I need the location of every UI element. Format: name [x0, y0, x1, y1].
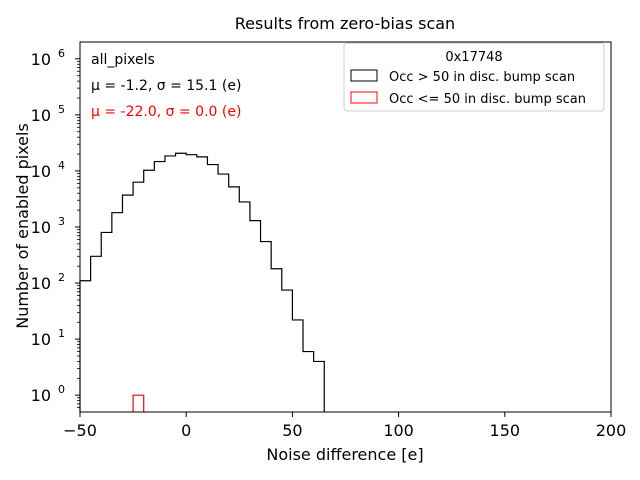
- histogram-bar: [271, 269, 282, 412]
- histogram-bar: [133, 395, 144, 412]
- legend-entry-red: Occ <= 50 in disc. bump scan: [389, 92, 586, 107]
- histogram-bar: [80, 281, 91, 412]
- y-tick-label-exponent: 6: [58, 47, 65, 60]
- x-axis-label: Noise difference [e]: [266, 445, 423, 464]
- histogram-bar: [101, 232, 112, 412]
- histogram-bar: [112, 213, 123, 412]
- y-axis-ticks: 10 0 10 1 10 2 10 3 10 4 10 5 10 6: [31, 47, 80, 409]
- annotation-stats-black: μ = -1.2, σ = 15.1 (e): [91, 78, 241, 94]
- legend-swatch-red: [350, 91, 378, 104]
- histogram-bar: [314, 361, 325, 412]
- histogram-bar: [91, 256, 102, 412]
- histogram-bar: [292, 320, 303, 412]
- y-tick-label-exponent: 2: [58, 271, 65, 284]
- y-tick-label-exponent: 0: [58, 383, 65, 396]
- x-tick-label: 200: [596, 421, 627, 440]
- histogram-bar: [282, 290, 293, 412]
- y-tick-label-exponent: 1: [58, 327, 65, 340]
- histogram-bar: [218, 174, 229, 412]
- histogram-series-1: [132, 394, 145, 412]
- histogram-bar: [176, 153, 187, 412]
- histogram-bar: [154, 162, 165, 412]
- legend-title: 0x17748: [445, 50, 502, 65]
- y-tick-label-exponent: 3: [58, 215, 65, 228]
- x-tick-label: 0: [181, 421, 191, 440]
- y-tick-label-exponent: 5: [58, 103, 65, 116]
- x-tick-label: 150: [490, 421, 521, 440]
- y-tick-label: 10: [31, 106, 51, 125]
- y-tick-label: 10: [31, 162, 51, 181]
- y-tick-label: 10: [31, 330, 51, 349]
- histogram-bar: [122, 195, 133, 412]
- histogram-bar: [250, 221, 261, 412]
- chart-title: Results from zero-bias scan: [235, 14, 455, 33]
- annotation-group-label: all_pixels: [91, 52, 155, 68]
- histogram-bar: [186, 155, 197, 412]
- histogram-series-0: [79, 152, 325, 412]
- histogram-bar: [133, 182, 144, 412]
- legend-box: [343, 42, 605, 112]
- y-tick-label-exponent: 4: [58, 159, 65, 172]
- histogram-step-outline: [132, 394, 145, 412]
- histogram-bar: [165, 156, 176, 412]
- histogram-bar: [144, 170, 155, 412]
- annotation-stats-red: μ = -22.0, σ = 0.0 (e): [91, 104, 241, 120]
- histogram-series-layer: [79, 152, 325, 412]
- histogram-step-outline: [79, 152, 325, 412]
- histogram-bar: [207, 165, 218, 412]
- y-tick-label: 10: [31, 50, 51, 69]
- legend-swatch-black: [350, 69, 378, 82]
- x-tick-label: 50: [282, 421, 302, 440]
- histogram-bar: [197, 157, 208, 412]
- legend-entry-black: Occ > 50 in disc. bump scan: [389, 70, 575, 85]
- x-axis-ticks: −50 0 50 100 150 200: [63, 412, 626, 440]
- x-tick-label: 100: [383, 421, 414, 440]
- y-axis-label: Number of enabled pixels: [13, 123, 32, 329]
- legend: 0x17748 Occ > 50 in disc. bump scan Occ …: [343, 42, 605, 112]
- histogram-bar: [229, 187, 240, 412]
- histogram-bar: [261, 242, 272, 412]
- histogram-bar: [239, 202, 250, 412]
- y-tick-label: 10: [31, 274, 51, 293]
- y-tick-label: 10: [31, 218, 51, 237]
- y-tick-label: 10: [31, 386, 51, 405]
- histogram-bar: [303, 352, 314, 412]
- x-tick-label: −50: [63, 421, 97, 440]
